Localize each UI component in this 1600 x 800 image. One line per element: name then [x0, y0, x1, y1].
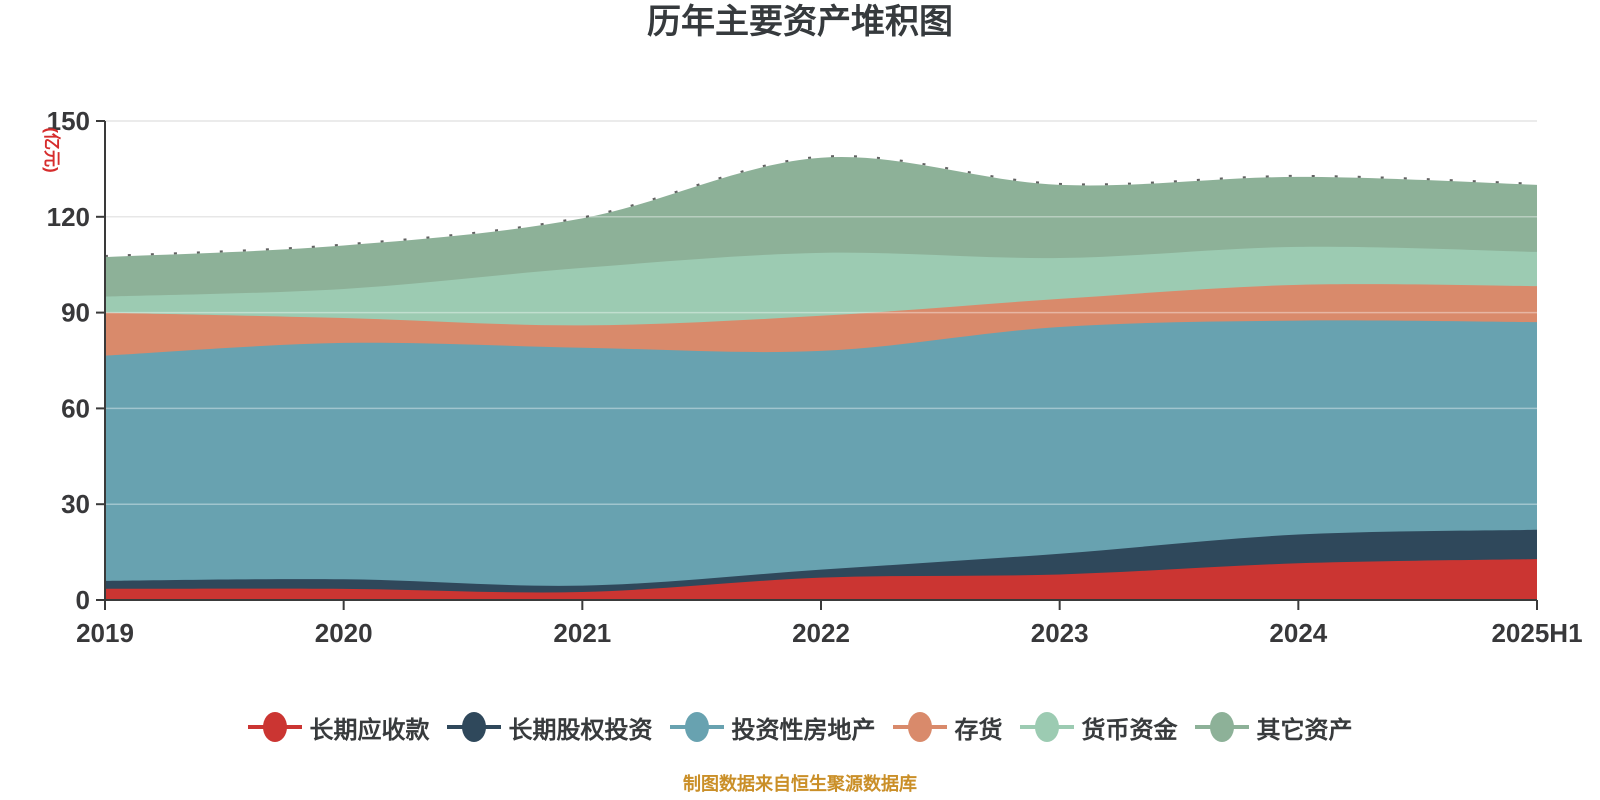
area-series-0[interactable]	[105, 559, 1537, 600]
area-series-2[interactable]	[105, 320, 1537, 600]
y-tick-label: 0	[76, 585, 90, 615]
x-tick-label: 2021	[553, 618, 611, 648]
x-tick-label: 2022	[792, 618, 850, 648]
y-tick-label: 60	[61, 393, 90, 423]
x-tick-label: 2019	[76, 618, 134, 648]
legend-item-4[interactable]: 货币资金	[1019, 710, 1178, 745]
legend-item-label: 存货	[954, 716, 1003, 744]
legend-marker-icon	[247, 712, 302, 742]
legend-marker-icon	[892, 712, 947, 742]
legend-marker-icon	[1019, 712, 1074, 742]
x-tick-label: 2023	[1031, 618, 1089, 648]
legend-marker-icon	[1194, 712, 1249, 742]
legend-marker-icon	[669, 712, 724, 742]
x-tick-label: 2020	[315, 618, 373, 648]
legend-item-label: 长期股权投资	[508, 716, 653, 744]
legend-item-label: 投资性房地产	[731, 716, 876, 744]
axes	[96, 120, 1538, 610]
legend: 长期应收款 长期股权投资 投资性房地产 存货 货币资金 其它资产	[0, 702, 1600, 752]
data-source-note: 制图数据来自恒生聚源数据库	[683, 774, 917, 794]
legend-item-2[interactable]: 投资性房地产	[669, 710, 876, 745]
legend-item-5[interactable]: 其它资产	[1194, 710, 1353, 745]
legend-item-0[interactable]: 长期应收款	[247, 710, 430, 745]
legend-item-label: 长期应收款	[309, 716, 430, 744]
y-tick-label: 150	[47, 106, 90, 136]
chart-title: 历年主要资产堆积图	[647, 3, 953, 41]
x-tick-label: 2024	[1269, 618, 1327, 648]
legend-marker-icon	[446, 712, 501, 742]
y-axis-name: (亿元)	[42, 127, 62, 172]
x-tick-label: 2025H1	[1491, 618, 1582, 648]
legend-item-3[interactable]: 存货	[892, 710, 1003, 745]
y-tick-label: 30	[61, 489, 90, 519]
legend-item-label: 货币资金	[1081, 716, 1178, 744]
stacked-area-plot[interactable]: 0 30 60 90 120 150 2019 2020 2021 2022 2023 2024 202…	[0, 0, 1600, 660]
y-tick-label: 90	[61, 298, 90, 328]
legend-item-label: 其它资产	[1256, 716, 1353, 744]
legend-item-1[interactable]: 长期股权投资	[446, 710, 653, 745]
y-tick-label: 120	[47, 202, 90, 232]
